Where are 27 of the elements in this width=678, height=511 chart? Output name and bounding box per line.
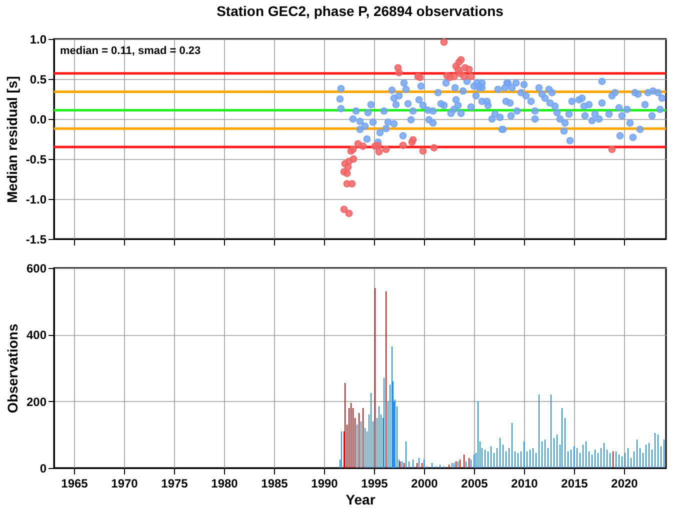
y-tick-label: 400: [26, 328, 47, 342]
x-tick-label: 2020: [611, 476, 638, 490]
x-tick-label: 2005: [461, 476, 488, 490]
y-tick-label: 200: [26, 394, 47, 409]
x-tick-label: 1970: [111, 476, 138, 490]
x-tick-label: 2010: [511, 476, 538, 490]
y-axis-title: Observations: [4, 324, 20, 414]
x-tick-label: 1980: [211, 476, 238, 490]
x-tick-label: 1985: [261, 476, 288, 490]
y-tick-label: -1.5: [26, 232, 47, 246]
annotation: median = 0.11, smad = 0.23: [60, 45, 201, 57]
y-tick-label: 1.0: [30, 32, 47, 46]
chart-title: Station GEC2, phase P, 26894 observations: [216, 3, 504, 19]
y-tick-label: 600: [26, 262, 47, 276]
x-tick-label: 1995: [361, 476, 388, 490]
x-tick-label: 2000: [411, 476, 438, 490]
y-tick-label: 0: [40, 462, 47, 476]
y-axis-title: Median residual [s]: [4, 76, 20, 203]
x-tick-label: 1965: [61, 476, 88, 490]
y-tick-label: 0.5: [30, 72, 47, 86]
y-tick-label: -0.5: [26, 152, 47, 166]
y-tick-label: -1.0: [26, 192, 47, 206]
x-tick-label: 1990: [311, 476, 338, 490]
x-tick-label: 2015: [561, 476, 588, 490]
x-tick-label: 1975: [161, 476, 188, 490]
y-tick-label: 0.0: [30, 112, 47, 126]
x-axis-title: Year: [346, 492, 376, 508]
